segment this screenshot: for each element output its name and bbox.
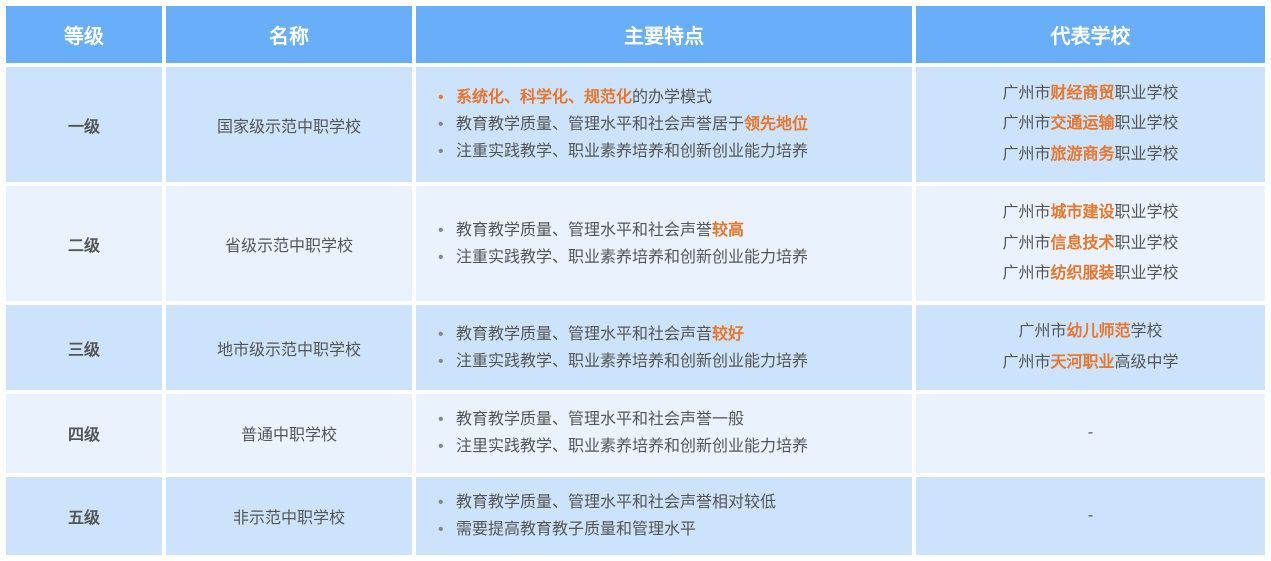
text-segment: 教育教学质量、管理水平和社会声誉: [456, 222, 712, 239]
highlight-text: 城市建设: [1050, 204, 1114, 221]
highlight-text: 幼儿师范: [1066, 323, 1130, 340]
cell-features: 教育教学质量、管理水平和社会声誉较高注重实践教学、职业素养培养和创新创业能力培养: [414, 184, 914, 303]
feature-item: 教育教学质量、管理水平和社会声誉一般: [438, 406, 896, 433]
feature-item: 注重实践教学、职业素养培养和创新创业能力培养: [438, 348, 896, 375]
school-line: 广州市纺织服装职业学校: [932, 259, 1249, 289]
cell-features: 教育教学质量、管理水平和社会声誉相对较低需要提高教育教子质量和管理水平: [414, 475, 914, 557]
feature-list: 教育教学质量、管理水平和社会声誉较高注重实践教学、职业素养培养和创新创业能力培养: [432, 217, 896, 271]
text-segment: 广州市: [1002, 265, 1050, 282]
school-line: 广州市城市建设职业学校: [932, 198, 1249, 228]
feature-list: 教育教学质量、管理水平和社会声音较好注重实践教学、职业素养培养和创新创业能力培养: [432, 321, 896, 375]
cell-name: 国家级示范中职学校: [164, 65, 414, 184]
text-segment: 广州市: [1018, 323, 1066, 340]
text-segment: 广州市: [1002, 204, 1050, 221]
table-row: 五级非示范中职学校教育教学质量、管理水平和社会声誉相对较低需要提高教育教子质量和…: [4, 475, 1267, 557]
school-line: 广州市财经商贸职业学校: [932, 79, 1249, 109]
school-line: 广州市交通运输职业学校: [932, 109, 1249, 139]
text-segment: 注重实践教学、职业素养培养和创新创业能力培养: [456, 353, 808, 370]
header-name: 名称: [164, 4, 414, 65]
text-segment: 职业学校: [1115, 85, 1179, 102]
text-segment: 广州市: [1002, 85, 1050, 102]
text-segment: 教育教学质量、管理水平和社会声音: [456, 326, 712, 343]
cell-name: 地市级示范中职学校: [164, 303, 414, 392]
cell-name: 普通中职学校: [164, 392, 414, 474]
school-line: 广州市信息技术职业学校: [932, 229, 1249, 259]
text-segment: 广州市: [1002, 146, 1050, 163]
text-segment: 广州市: [1002, 115, 1050, 132]
header-level: 等级: [4, 4, 164, 65]
table-row: 四级普通中职学校教育教学质量、管理水平和社会声誉一般注里实践教学、职业素养培养和…: [4, 392, 1267, 474]
school-line: 广州市天河职业高级中学: [932, 348, 1249, 378]
text-segment: 职业学校: [1115, 265, 1179, 282]
text-segment: 教育教学质量、管理水平和社会声誉居于: [456, 116, 744, 133]
text-segment: 教育教学质量、管理水平和社会声誉一般: [456, 411, 744, 428]
highlight-text: 信息技术: [1050, 235, 1114, 252]
feature-list: 系统化、科学化、规范化的办学模式教育教学质量、管理水平和社会声誉居于领先地位注重…: [432, 84, 896, 166]
cell-schools: 广州市城市建设职业学校广州市信息技术职业学校广州市纺织服装职业学校: [914, 184, 1267, 303]
text-segment: 高级中学: [1115, 354, 1179, 371]
highlight-text: 天河职业: [1050, 354, 1114, 371]
header-schools: 代表学校: [914, 4, 1267, 65]
cell-name: 非示范中职学校: [164, 475, 414, 557]
text-segment: 学校: [1131, 323, 1163, 340]
feature-item: 系统化、科学化、规范化的办学模式: [438, 84, 896, 111]
table-header-row: 等级 名称 主要特点 代表学校: [4, 4, 1267, 65]
cell-features: 教育教学质量、管理水平和社会声音较好注重实践教学、职业素养培养和创新创业能力培养: [414, 303, 914, 392]
feature-item: 注重实践教学、职业素养培养和创新创业能力培养: [438, 138, 896, 165]
highlight-text: 旅游商务: [1050, 146, 1114, 163]
text-segment: 注里实践教学、职业素养培养和创新创业能力培养: [456, 438, 808, 455]
text-segment: 职业学校: [1115, 115, 1179, 132]
cell-name: 省级示范中职学校: [164, 184, 414, 303]
feature-item: 注里实践教学、职业素养培养和创新创业能力培养: [438, 433, 896, 460]
feature-item: 教育教学质量、管理水平和社会声誉居于领先地位: [438, 111, 896, 138]
text-segment: 广州市: [1002, 354, 1050, 371]
cell-schools: 广州市财经商贸职业学校广州市交通运输职业学校广州市旅游商务职业学校: [914, 65, 1267, 184]
cell-schools: 广州市幼儿师范学校广州市天河职业高级中学: [914, 303, 1267, 392]
feature-list: 教育教学质量、管理水平和社会声誉一般注里实践教学、职业素养培养和创新创业能力培养: [432, 406, 896, 460]
highlight-text: 较好: [712, 326, 744, 343]
table-body: 一级国家级示范中职学校系统化、科学化、规范化的办学模式教育教学质量、管理水平和社…: [4, 65, 1267, 557]
text-segment: 教育教学质量、管理水平和社会声誉相对较低: [456, 494, 776, 511]
text-segment: 注重实践教学、职业素养培养和创新创业能力培养: [456, 249, 808, 266]
cell-level: 一级: [4, 65, 164, 184]
highlight-text: 较高: [712, 222, 744, 239]
feature-item: 教育教学质量、管理水平和社会声誉相对较低: [438, 489, 896, 516]
header-features: 主要特点: [414, 4, 914, 65]
highlight-text: 领先地位: [744, 116, 808, 133]
feature-item: 教育教学质量、管理水平和社会声音较好: [438, 321, 896, 348]
feature-list: 教育教学质量、管理水平和社会声誉相对较低需要提高教育教子质量和管理水平: [432, 489, 896, 543]
highlight-text: 交通运输: [1050, 115, 1114, 132]
feature-item: 注重实践教学、职业素养培养和创新创业能力培养: [438, 244, 896, 271]
text-segment: 需要提高教育教子质量和管理水平: [456, 521, 696, 538]
cell-schools: -: [914, 392, 1267, 474]
feature-item: 需要提高教育教子质量和管理水平: [438, 516, 896, 543]
cell-features: 教育教学质量、管理水平和社会声誉一般注里实践教学、职业素养培养和创新创业能力培养: [414, 392, 914, 474]
cell-level: 四级: [4, 392, 164, 474]
text-segment: 职业学校: [1115, 204, 1179, 221]
table-row: 一级国家级示范中职学校系统化、科学化、规范化的办学模式教育教学质量、管理水平和社…: [4, 65, 1267, 184]
school-line: 广州市幼儿师范学校: [932, 317, 1249, 347]
text-segment: 职业学校: [1115, 146, 1179, 163]
highlight-text: 纺织服装: [1050, 265, 1114, 282]
cell-features: 系统化、科学化、规范化的办学模式教育教学质量、管理水平和社会声誉居于领先地位注重…: [414, 65, 914, 184]
feature-item: 教育教学质量、管理水平和社会声誉较高: [438, 217, 896, 244]
vocational-levels-table: 等级 名称 主要特点 代表学校 一级国家级示范中职学校系统化、科学化、规范化的办…: [4, 4, 1267, 557]
cell-level: 五级: [4, 475, 164, 557]
cell-level: 二级: [4, 184, 164, 303]
text-segment: 注重实践教学、职业素养培养和创新创业能力培养: [456, 143, 808, 160]
text-segment: 广州市: [1002, 235, 1050, 252]
table-row: 三级地市级示范中职学校教育教学质量、管理水平和社会声音较好注重实践教学、职业素养…: [4, 303, 1267, 392]
school-line: 广州市旅游商务职业学校: [932, 140, 1249, 170]
cell-schools: -: [914, 475, 1267, 557]
highlight-text: 系统化、科学化、规范化: [456, 89, 632, 106]
cell-level: 三级: [4, 303, 164, 392]
text-segment: 的办学模式: [632, 89, 712, 106]
table-row: 二级省级示范中职学校教育教学质量、管理水平和社会声誉较高注重实践教学、职业素养培…: [4, 184, 1267, 303]
highlight-text: 财经商贸: [1050, 85, 1114, 102]
text-segment: 职业学校: [1115, 235, 1179, 252]
